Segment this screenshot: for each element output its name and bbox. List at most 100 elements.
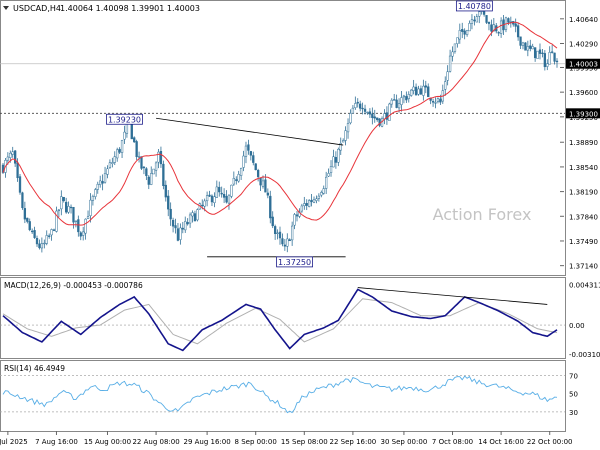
candle-body [201,204,204,207]
candle-body [461,29,464,32]
candle-body [470,19,474,24]
candle-body [448,55,452,72]
candle-body [6,156,10,161]
candle-body [538,49,542,54]
chart-header: USDCAD,H4 1.40064 1.40098 1.39901 1.4000… [3,4,200,13]
price-tick-label: 1.37840 [569,213,598,221]
candle-body [344,130,347,141]
candle-body [368,111,372,115]
watermark: Action Forex [433,205,532,224]
candle-body [99,180,102,185]
candle-body [103,173,107,183]
candle-body [176,228,180,241]
candle-body [130,121,133,140]
candle-body [111,162,114,164]
candle-body [383,113,386,120]
candle-body [342,140,345,143]
ma-line [2,21,558,226]
candle-body [252,155,255,163]
candle-body [23,208,27,220]
candle-body [45,235,48,244]
trendlines [156,117,346,258]
candle-body [62,196,65,202]
candle-body [193,213,197,222]
candle-body [361,107,364,110]
macd-signal-line [2,298,558,345]
candle-body [196,209,199,221]
candle-body [266,192,270,196]
candle-body [57,209,61,212]
candle-body [439,98,442,103]
candle-body [444,81,447,90]
candle-body [108,162,112,168]
candle-body [303,203,306,207]
candle-body [346,123,350,133]
candle-body [72,206,75,223]
candle-body [74,220,78,222]
candle-body [256,169,260,178]
candle-body [385,112,389,120]
candle-body [179,227,182,240]
candle-body [40,243,44,249]
candle-body [79,232,82,237]
candle-body [419,88,423,95]
x-tick-label: 22 Aug 08:00 [132,438,179,446]
candle-body [521,42,525,46]
x-tick-label: 22 Sep 16:00 [330,438,377,446]
price-gridlines [0,63,565,114]
candle-body [191,212,194,217]
rsi-tick-label: 30 [569,409,578,417]
price-tick-label: 1.37140 [569,263,598,271]
x-tick-label: 15 Sep 08:00 [281,438,328,446]
candle-body [21,192,24,209]
candle-body [242,155,245,168]
candle-body [181,227,184,230]
candle-body [286,238,289,247]
price-annotation-box [276,256,313,268]
candle-body [310,199,313,203]
candle-body [427,86,430,98]
symbol-label: USDCAD,H4 [13,4,61,13]
candle-body [208,194,211,197]
candle-body [351,107,355,114]
candle-body [33,230,36,238]
x-tick-label: 7 Oct 08:00 [432,438,473,446]
rsi-tick-label: 50 [569,391,578,399]
candle-body [305,203,308,206]
candle-body [431,101,435,103]
x-tick-label: 31 Jul 2025 [0,438,28,446]
macd-tick-label: 0.00 [569,322,585,330]
candle-body [135,141,138,158]
price-tick-label: 1.38540 [569,164,598,172]
candle-body [293,214,296,226]
candle-body [167,195,170,210]
candle-body [329,166,333,173]
macd-label: MACD(12,26,9) -0.000453 -0.000786 [4,281,143,290]
candle-body [94,189,97,197]
candle-body [478,11,481,17]
candle-body [225,195,228,203]
candle-body [436,98,440,102]
candle-body [137,156,141,158]
candle-body [67,206,70,213]
candle-body [18,176,22,193]
candle-body [210,195,214,203]
candle-body [230,184,233,197]
level-price-label: 1.39300 [569,110,598,118]
candle-body [325,176,328,189]
candle-body [13,150,17,164]
candle-body [150,173,153,185]
rsi-label: RSI(14) 46.4949 [4,364,65,373]
candle-body [507,18,510,23]
candle-body [218,186,221,193]
price-annotation-box [106,113,143,125]
candle-body [533,47,537,59]
candle-body [205,195,209,202]
price-tick-label: 1.37490 [569,238,598,246]
candle-body [89,199,92,216]
x-tick-label: 22 Oct 00:00 [527,438,573,446]
candle-body [91,196,95,201]
candle-body [337,149,340,163]
candle-body [473,19,476,22]
dropdown-triangle-icon[interactable] [3,6,9,10]
